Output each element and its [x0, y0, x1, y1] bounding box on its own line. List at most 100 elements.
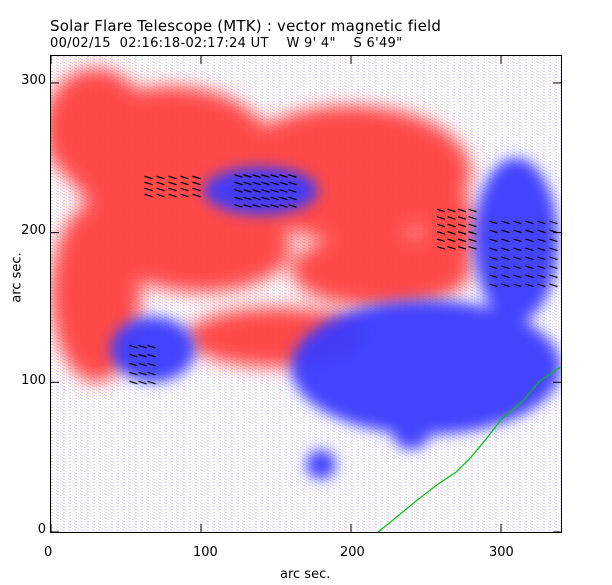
field-vector [144, 175, 153, 180]
field-vector [501, 256, 510, 261]
field-vector [457, 208, 467, 213]
x-tick-label: 300 [489, 545, 514, 560]
field-vector [501, 229, 510, 234]
x-tick-label: 0 [44, 545, 53, 560]
field-vector [147, 344, 156, 349]
negative-polarity-region [393, 419, 429, 450]
field-vector [457, 216, 467, 220]
field-vector [129, 371, 138, 376]
field-vector [234, 181, 243, 186]
field-vector [156, 181, 165, 186]
field-vector [156, 187, 165, 192]
field-vector [501, 220, 510, 225]
field-vector [468, 208, 477, 213]
field-vector [537, 238, 546, 243]
field-vector [447, 231, 456, 235]
field-vector [279, 174, 288, 178]
field-vector [447, 223, 456, 228]
negative-polarity-region [291, 299, 561, 435]
field-vector [525, 220, 534, 225]
positive-polarity-region [51, 67, 149, 188]
field-vector [147, 353, 156, 358]
field-vector [168, 187, 177, 192]
field-vector [447, 216, 456, 220]
field-vector [489, 229, 498, 234]
field-vector [234, 174, 243, 178]
field-vector [243, 189, 252, 193]
field-vector [513, 256, 522, 261]
magnetogram-plot [50, 55, 562, 533]
field-vector [436, 238, 446, 243]
field-vector [525, 274, 534, 279]
field-vector [549, 283, 558, 288]
field-vector [537, 274, 546, 279]
field-vector [468, 231, 477, 235]
field-vector [447, 208, 456, 213]
negative-polarity-region [306, 449, 336, 480]
position-south: S 6'49" [353, 36, 403, 51]
positive-polarity-region [111, 202, 291, 293]
field-vector [270, 204, 279, 208]
field-vector [288, 204, 297, 208]
field-vector [457, 223, 467, 228]
field-vector [537, 229, 546, 234]
field-vector [192, 181, 201, 186]
field-vector [261, 196, 270, 201]
field-vector [147, 362, 156, 367]
field-vector [252, 174, 261, 178]
field-vector [192, 187, 201, 192]
field-vector [168, 175, 177, 180]
field-vector [243, 174, 252, 178]
field-vector [468, 246, 477, 250]
field-vector [180, 187, 189, 192]
field-vector [261, 174, 270, 178]
field-vector [138, 362, 147, 367]
field-vector [549, 220, 558, 225]
field-vector [129, 344, 138, 349]
field-vector [537, 283, 546, 288]
field-vector [234, 189, 243, 193]
field-vector [549, 247, 558, 252]
field-vector [513, 274, 522, 279]
field-vector [243, 181, 252, 186]
field-vector [138, 380, 147, 385]
field-vector [144, 187, 153, 192]
field-vector [489, 256, 498, 261]
field-vector [288, 174, 297, 178]
field-vector [129, 362, 138, 367]
field-vector [525, 265, 534, 270]
field-vector [525, 238, 534, 243]
obs-date: 00/02/15 [50, 36, 111, 51]
field-vector [243, 204, 252, 208]
field-vector [243, 196, 252, 201]
x-axis-title: arc sec. [280, 567, 331, 582]
field-vector [501, 274, 510, 279]
field-vector [138, 344, 147, 349]
field-vector [457, 231, 467, 235]
field-vector [537, 220, 546, 225]
field-vector [525, 229, 534, 234]
field-vector [180, 193, 189, 198]
field-vector [138, 353, 147, 358]
field-vector [147, 380, 156, 385]
field-vector [270, 181, 279, 186]
field-vector [513, 283, 522, 288]
field-vector [447, 246, 456, 250]
field-vector [270, 174, 279, 178]
field-vector [192, 193, 201, 198]
field-vector [501, 238, 510, 243]
field-vector [549, 238, 558, 243]
field-vector [192, 175, 201, 180]
field-vector [252, 189, 261, 193]
field-vector [279, 189, 288, 193]
field-vector [144, 193, 153, 198]
field-vector [156, 175, 165, 180]
field-vector [513, 238, 522, 243]
field-vector [436, 246, 446, 250]
field-vector [549, 274, 558, 279]
field-vector [525, 283, 534, 288]
y-tick-column: 0 100 200 300 [0, 0, 46, 585]
field-vector [501, 247, 510, 252]
x-tick-label: 200 [340, 545, 365, 560]
field-vector [537, 265, 546, 270]
